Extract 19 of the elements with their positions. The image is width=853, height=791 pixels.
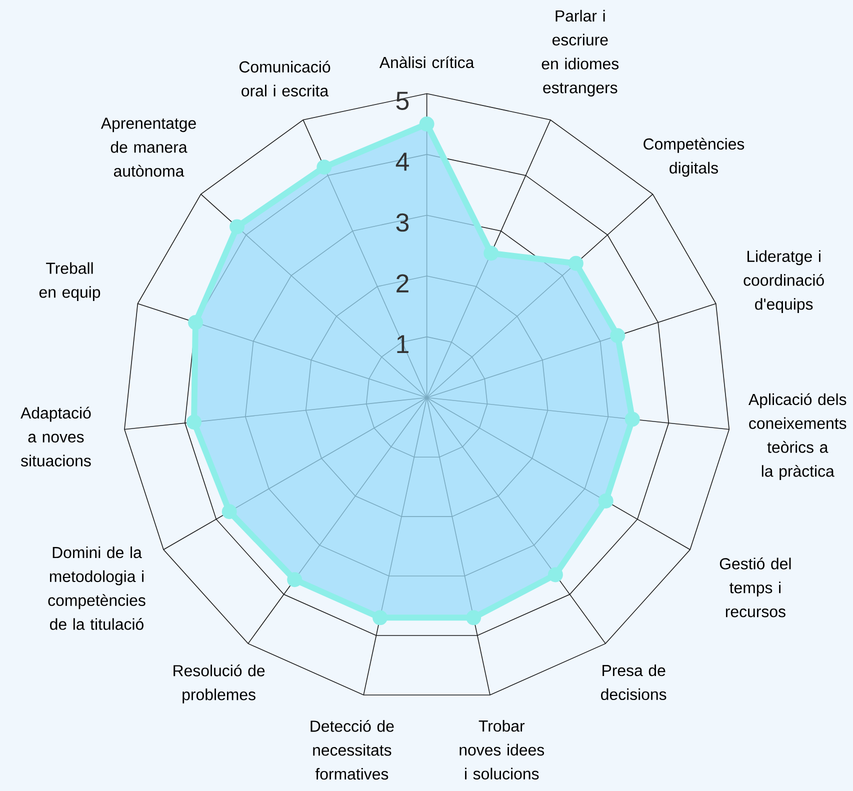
spoke-label: Detecció de necessitats formatives: [310, 720, 394, 780]
y-tick-label: 4: [396, 152, 409, 171]
spoke-label: Resolució de problemes: [174, 664, 265, 704]
spoke-label: Trobar noves idees i solucions: [460, 720, 544, 780]
y-tick-label: 2: [396, 274, 408, 292]
spoke-label: Lideratge i coordinació d'equips: [744, 250, 824, 313]
spoke-label: Domini de la metodologia i competències de la titulació: [48, 546, 146, 630]
spoke-label: Aprenentatge de manera autònoma: [100, 118, 196, 177]
y-tick-label: 1: [397, 335, 408, 354]
spoke-label: Competències digitals: [644, 138, 744, 177]
spoke-label: Aplicació dels coneixements teòrics a la pràctica: [748, 393, 846, 480]
spoke-label: Anàlisi crítica: [379, 56, 474, 68]
spoke-label: Gestió del temps i recursos: [720, 558, 791, 618]
spoke-label: Parlar i escriure en idiomes estrangers: [542, 10, 619, 96]
spoke-label: Adaptació a noves situacions: [20, 406, 91, 466]
spoke-label: Comunicació oral i escrita: [240, 60, 330, 96]
y-tick-label: 3: [396, 213, 409, 232]
spoke-label: Treball en equip: [39, 262, 100, 301]
spoke-label: Presa de decisions: [601, 664, 666, 700]
